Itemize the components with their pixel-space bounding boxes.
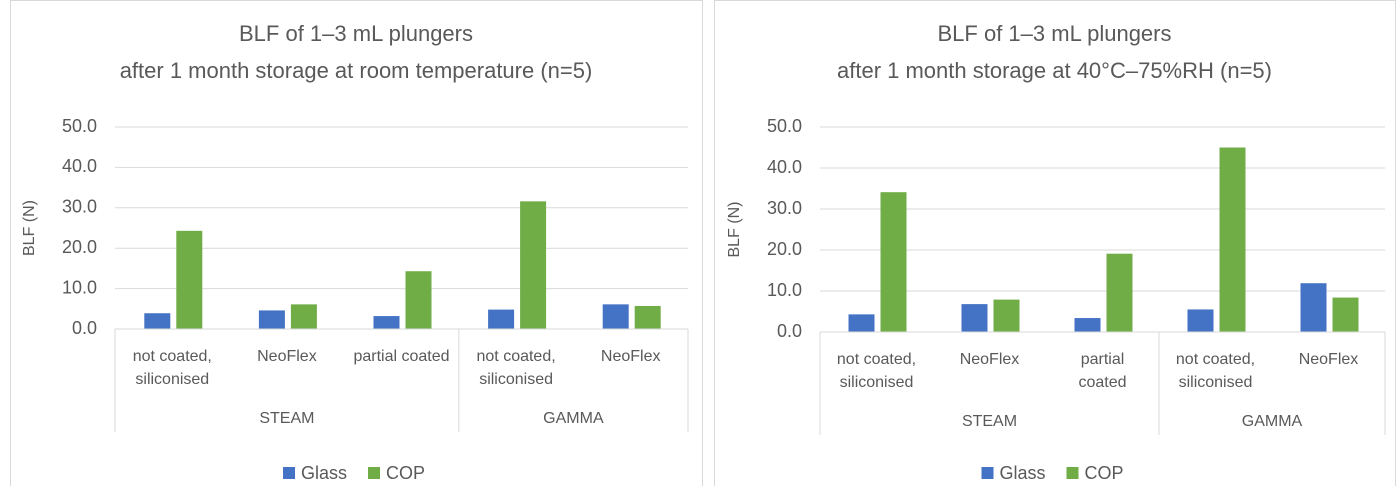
x-tick-label: NeoFlex: [601, 348, 661, 365]
y-tick-label: 0.0: [72, 318, 97, 338]
legend-swatch: [981, 467, 994, 479]
bar: [144, 313, 171, 329]
legend-label: COP: [1085, 463, 1124, 483]
group-label: STEAM: [962, 413, 1017, 430]
chart-title: after 1 month storage at 40°C–75%RH (n=5…: [837, 58, 1272, 83]
bar: [258, 310, 285, 329]
legend-swatch: [368, 467, 380, 479]
group-label: STEAM: [259, 410, 314, 427]
bar: [1074, 318, 1101, 332]
y-tick-label: 20.0: [767, 239, 802, 259]
y-axis-label: BLF (N): [21, 200, 38, 256]
legend-swatch: [1066, 467, 1079, 479]
bar: [176, 230, 203, 329]
bar: [961, 304, 988, 332]
x-tick-label: not coated,: [837, 351, 916, 368]
x-tick-label: not coated,: [1176, 351, 1255, 368]
x-tick-label: coated: [1078, 374, 1126, 391]
legend-label: Glass: [301, 463, 347, 483]
x-tick-label: siliconised: [135, 371, 209, 388]
y-tick-label: 40.0: [767, 157, 802, 177]
bar: [520, 201, 547, 329]
chart-title: after 1 month storage at room temperatur…: [120, 58, 593, 83]
chart-title: BLF of 1–3 mL plungers: [938, 21, 1172, 46]
bar: [1187, 309, 1214, 332]
x-tick-label: NeoFlex: [960, 351, 1020, 368]
x-tick-label: partial: [1081, 351, 1125, 368]
x-tick-label: partial coated: [353, 348, 449, 365]
y-tick-label: 10.0: [62, 277, 97, 297]
bar: [405, 271, 432, 329]
x-tick-label: siliconised: [840, 374, 914, 391]
panel: [10, 0, 703, 486]
bar: [488, 309, 515, 329]
bar: [290, 304, 317, 329]
bar: [848, 314, 875, 332]
x-tick-label: NeoFlex: [1299, 351, 1359, 368]
x-tick-label: NeoFlex: [257, 348, 317, 365]
x-tick-label: siliconised: [479, 371, 553, 388]
bar: [602, 304, 629, 329]
chart-title: BLF of 1–3 mL plungers: [239, 21, 473, 46]
bar: [1332, 297, 1359, 332]
bar: [1106, 253, 1133, 332]
y-tick-label: 0.0: [777, 321, 802, 341]
bar: [1300, 283, 1327, 332]
bar: [1219, 147, 1246, 332]
y-tick-label: 50.0: [62, 116, 97, 136]
y-tick-label: 30.0: [767, 198, 802, 218]
group-label: GAMMA: [543, 410, 604, 427]
x-tick-label: not coated,: [133, 348, 212, 365]
x-tick-label: siliconised: [1179, 374, 1253, 391]
y-tick-label: 10.0: [767, 280, 802, 300]
bar: [993, 299, 1020, 332]
x-tick-label: not coated,: [477, 348, 556, 365]
y-tick-label: 20.0: [62, 237, 97, 257]
y-tick-label: 30.0: [62, 197, 97, 217]
legend-swatch: [283, 467, 295, 479]
y-tick-label: 50.0: [767, 116, 802, 136]
legend-label: Glass: [1000, 463, 1046, 483]
bar: [634, 305, 661, 329]
bar: [373, 316, 400, 329]
group-label: GAMMA: [1242, 413, 1303, 430]
y-axis-label: BLF (N): [726, 202, 743, 258]
y-tick-label: 40.0: [62, 156, 97, 176]
legend-label: COP: [386, 463, 425, 483]
bar: [880, 192, 907, 332]
